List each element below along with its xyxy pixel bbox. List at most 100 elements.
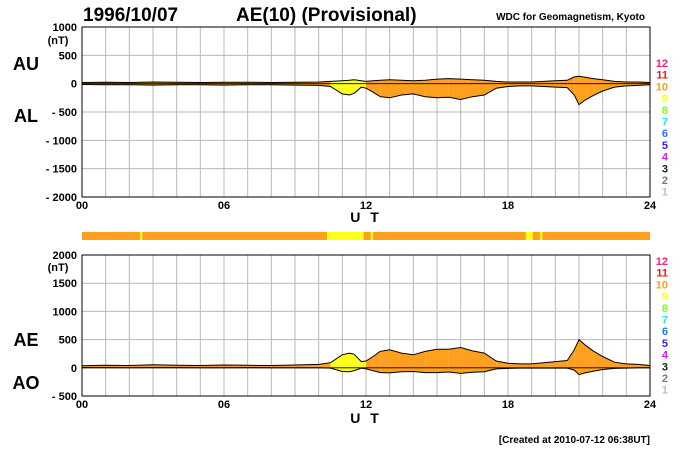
au-al-y-tick-label: - 1000 (46, 135, 77, 147)
ae-ao-x-tick-label: 24 (644, 399, 657, 411)
station-legend-entry: 6 (662, 128, 668, 140)
ae-ao-x-label: U T (350, 410, 382, 426)
ae-ao-y-tick-label: 2000 (53, 250, 77, 262)
ae-ao-fill-segment (555, 360, 568, 369)
station-legend-entry: 5 (662, 338, 668, 350)
ae-ao-panel: 2000 1500 1000 500 0 - 500 00 06 12 18 24 (nT) AE… (13, 250, 657, 426)
au-al-fill-segment (349, 79, 355, 95)
ae-ao-fill-segment (460, 347, 473, 374)
au-al-y-unit: (nT) (48, 35, 69, 47)
station-legend-entry: 12 (656, 58, 668, 70)
ae-ao-fill-segment (586, 345, 594, 373)
ae-ao-y-tick-label: - 500 (52, 391, 77, 403)
au-al-fill-segment (425, 79, 437, 98)
ae-ao-y-tick-label: 500 (59, 335, 77, 347)
station-legend-entry: 3 (662, 163, 668, 175)
ae-ao-fill-segment (626, 363, 639, 369)
station-legend-entry: 4 (662, 350, 669, 362)
ae-ao-fill-segment (579, 339, 587, 375)
au-al-fill-segment (389, 79, 402, 98)
au-al-fill-segment (484, 80, 497, 95)
station-legend-entry: 5 (662, 140, 668, 152)
ae-ao-fill-segment (389, 349, 402, 373)
au-al-frame (81, 26, 651, 198)
ae-ao-y-tick-label: 0 (71, 363, 77, 375)
station-legend-entry: 8 (662, 105, 668, 117)
au-al-fill-segment (354, 79, 362, 94)
au-al-x-tick-label: 00 (76, 200, 88, 212)
ae-ao-fill-segment (413, 351, 426, 373)
au-al-x-tick-label: 24 (644, 200, 657, 212)
ae-ao-fill-segment (425, 349, 437, 373)
station-legend-entry: 8 (662, 303, 668, 315)
au-al-plot-frame (81, 26, 651, 198)
au-al-x-ticks: 00 06 12 18 24 (76, 200, 657, 212)
ae-ao-fill-segment (342, 353, 350, 372)
au-al-fill-segment (380, 79, 390, 98)
ae-ao-series (81, 338, 651, 376)
au-al-fill-segment (472, 79, 485, 97)
au-al-fill-segment (413, 80, 426, 97)
au-al-y-tick-label: - 1500 (46, 164, 77, 176)
station-legend-entry: 1 (662, 385, 668, 397)
au-al-y-tick-label: 500 (59, 50, 77, 62)
ae-ao-x-tick-label: 12 (360, 399, 372, 411)
ae-ao-fill-segment (349, 353, 355, 372)
station-legend-entry: 9 (662, 93, 668, 105)
ae-ao-fill-segment (638, 364, 650, 368)
au-label: AU (13, 54, 39, 74)
ae-ao-plot-frame (81, 254, 651, 397)
ae-ao-x-tick-label: 18 (502, 399, 514, 411)
au-al-y-tick-label: 1000 (53, 22, 77, 34)
au-al-fill-segment (586, 77, 594, 100)
au-al-panel: 1000 500 0 - 500 - 1000 - 1500 - 2000 00 06 12 18… (13, 22, 657, 225)
station-legend-entry: 9 (662, 291, 668, 303)
au-al-series (81, 75, 651, 106)
created-timestamp: [Created at 2010-07-12 06:38UT] (499, 435, 650, 446)
ae-ao-series-ae-line (81, 338, 651, 367)
station-legend-entry: 6 (662, 326, 668, 338)
ae-ao-fill-segment (330, 354, 343, 372)
station-legend-entry: 11 (656, 268, 668, 280)
au-al-y-tick-label: 0 (71, 79, 77, 91)
station-legend-entry: 1 (662, 187, 668, 199)
ae-ao-fill-segment (401, 353, 414, 372)
ae-ao-fill-segment (354, 354, 362, 371)
au-al-fill-segment (567, 76, 575, 95)
station-bar-segment (525, 232, 533, 240)
au-al-fill-segment (330, 80, 343, 94)
au-al-fill-segment (373, 80, 381, 97)
station-bar-segment (370, 232, 374, 240)
au-al-fill-segment (602, 79, 615, 92)
ae-ao-y-ticks: 2000 1500 1000 500 0 - 500 (52, 250, 77, 403)
station-legend-entry: 11 (656, 70, 668, 82)
ae-ao-fill-segment (437, 349, 449, 373)
station-count-bar (82, 232, 650, 240)
station-legend-entry: 4 (662, 152, 669, 164)
ae-ao-fill-segment (593, 350, 603, 372)
ae-ao-fill-segment (484, 353, 497, 372)
ae-ao-fill-segment (602, 356, 615, 370)
ae-ao-fill-segment (472, 350, 485, 373)
ae-ao-fill-segment (519, 363, 532, 369)
index-title: AE(10) (Provisional) (236, 5, 417, 26)
au-al-grid (82, 27, 650, 197)
ae-label: AE (13, 330, 38, 350)
station-legend-entry: 7 (662, 117, 668, 129)
station-legend-entry: 2 (662, 373, 668, 385)
au-al-fill-segment (437, 78, 449, 98)
station-legend-entry: 7 (662, 315, 668, 327)
au-al-y-ticks: 1000 500 0 - 500 - 1000 - 1500 - 2000 (46, 22, 77, 204)
station-bar-segment (139, 232, 143, 240)
station-bar-base (82, 232, 650, 240)
ae-ao-y-tick-label: 1000 (53, 306, 77, 318)
station-bar-segment (326, 232, 364, 240)
ae-ao-fill-segment (508, 363, 520, 369)
station-legend-entry: 10 (656, 279, 668, 291)
station-legend-entry: 12 (656, 256, 668, 268)
station-legend-entry: 3 (662, 361, 668, 373)
ae-ao-x-tick-label: 06 (218, 399, 230, 411)
